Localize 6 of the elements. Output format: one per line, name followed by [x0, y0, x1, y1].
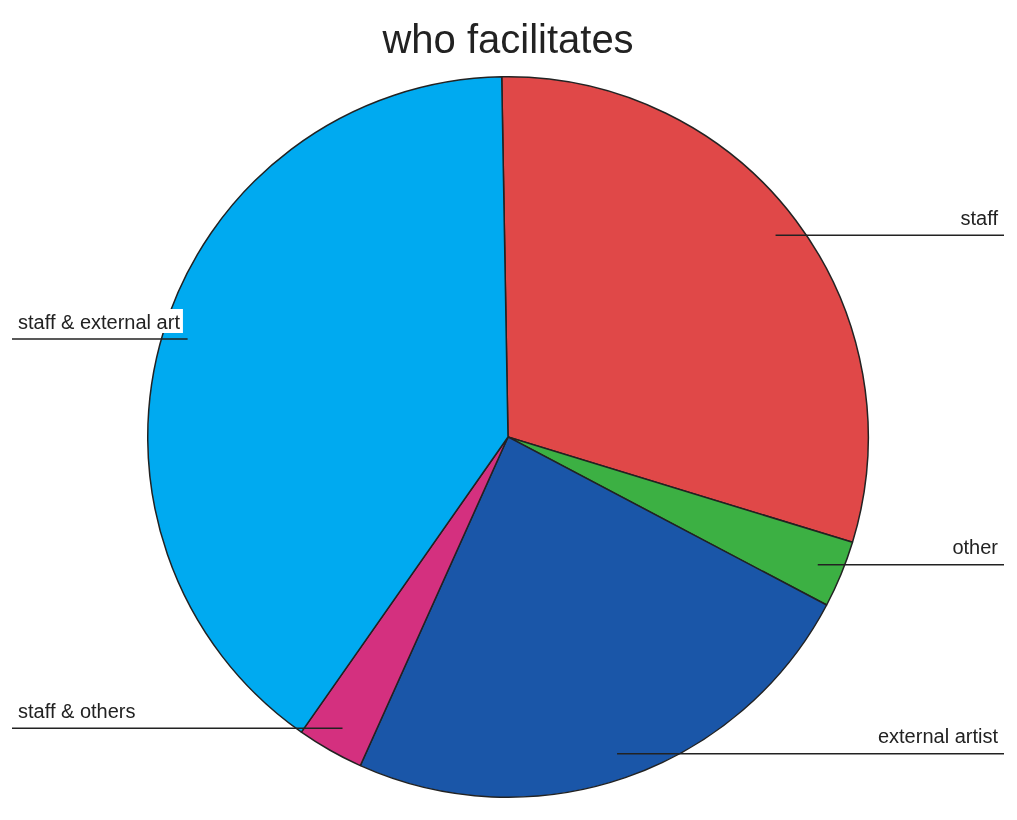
slice-label: staff & others — [18, 699, 136, 722]
slice-label: staff — [960, 206, 999, 229]
slice-label: other — [952, 536, 999, 559]
slice-label: staff & external art — [18, 310, 181, 333]
slice-label: external artist — [877, 725, 999, 748]
chart-title: who facilitates — [381, 17, 634, 62]
